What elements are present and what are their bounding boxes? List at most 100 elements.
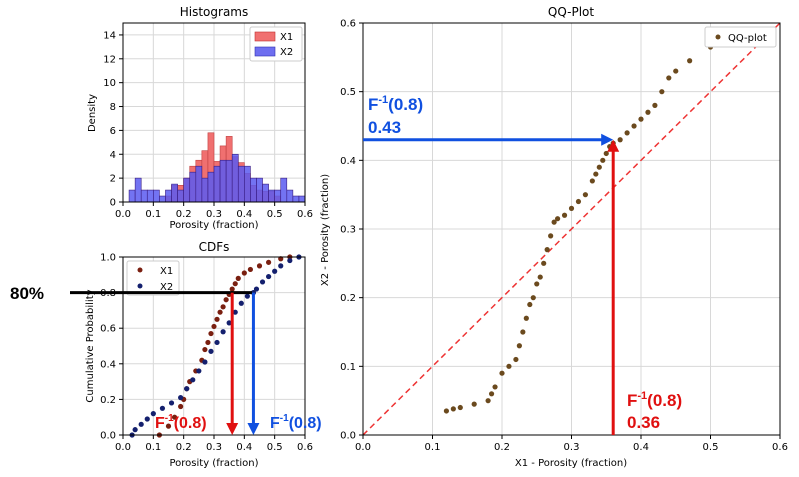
- qq-xtick-label-3: 0.3: [564, 442, 580, 453]
- cdf-ytick-label-5: 1.0: [100, 253, 116, 264]
- qq-point-41: [673, 68, 679, 74]
- qq-xtick-label-0: 0.0: [355, 442, 371, 453]
- hist-bar-x2-16: [225, 159, 233, 203]
- qq-point-17: [541, 260, 547, 266]
- qq-point-21: [555, 216, 561, 222]
- hist-bar-x2-1: [134, 177, 142, 203]
- qq-ytick-label-2: 0.2: [340, 293, 356, 304]
- hist-bar-x2-4: [153, 189, 160, 203]
- qq-legend-marker: [715, 34, 721, 40]
- qq-point-20: [551, 219, 557, 225]
- qq-xtick-label-6: 0.6: [772, 442, 788, 453]
- qq-point-13: [527, 301, 533, 308]
- hist-bar-x2-11: [195, 165, 203, 203]
- hist-legend-swatch-x1: [254, 31, 276, 42]
- qq-point-6: [492, 384, 498, 390]
- cdf-point-x1-1: [165, 423, 172, 429]
- cdf-xtick-label-0: 0.0: [115, 442, 131, 453]
- qq-xticks: 0.0 0.1 0.2 0.3 0.4 0.5 0.6: [355, 435, 788, 453]
- cdf-point-x2-13: [214, 339, 220, 346]
- hist-bar-x2-22: [262, 183, 269, 203]
- hist-bar-x2-14: [213, 165, 221, 203]
- hist-ytick-label-3: 6: [110, 126, 116, 137]
- hist-xtick-label-6: 0.6: [297, 209, 313, 220]
- cdf-point-x1-20: [235, 275, 241, 281]
- qq-point-2: [457, 404, 463, 411]
- cdf-legend-marker-x2: [137, 283, 143, 289]
- qq-ylabel: X2 - Porosity (fraction): [320, 174, 331, 286]
- qq-y-quantile-label: F-1(0.8): [368, 94, 423, 114]
- cdf-xticks: 0.0 0.1 0.2 0.3 0.4 0.5 0.6: [115, 435, 313, 453]
- hist-xtick-label-4: 0.4: [236, 209, 252, 220]
- cdf-x1-quantile-label: F-1(0.8): [155, 413, 207, 432]
- qq-point-11: [520, 329, 526, 335]
- hist-bar-x2-13: [207, 171, 215, 203]
- hist-ytick-label-5: 10: [103, 78, 116, 89]
- qq-point-36: [638, 116, 644, 122]
- cdf-point-x2-25: [287, 257, 293, 264]
- qq-point-24: [575, 198, 582, 205]
- qq-ytick-label-3: 0.3: [340, 225, 356, 236]
- cdf-point-x2-3: [144, 416, 150, 422]
- qq-point-29: [600, 157, 606, 163]
- qq-y-quantile-arrow: [363, 133, 614, 146]
- cdf-ytick-label-1: 0.2: [100, 395, 116, 406]
- hist-legend-x1: X1: [280, 32, 293, 43]
- hist-ytick-label-0: 0: [110, 198, 116, 209]
- hist-bar-x2-28: [298, 195, 306, 203]
- qq-legend-label: QQ-plot: [728, 33, 767, 44]
- cdf-ylabel: Cumulative Probability: [85, 289, 96, 402]
- qq-panel: QQ-Plot 0.0 0.1 0.2 0.3 0.4 0.5 0.6 0.00.10.20…: [320, 5, 788, 469]
- qq-point-26: [589, 178, 595, 184]
- hist-bar-x2-0: [128, 189, 136, 203]
- qq-point-34: [624, 130, 630, 136]
- cdf-point-x2-12: [208, 348, 214, 354]
- cdf-points: [129, 254, 302, 438]
- cdf-xtick-label-3: 0.3: [206, 442, 222, 453]
- cdf-point-x1-21: [241, 270, 247, 276]
- qq-point-16: [537, 274, 543, 280]
- qq-red-arrow-head: [607, 139, 620, 152]
- cdf-legend-x2: X2: [160, 282, 173, 293]
- qq-point-12: [523, 315, 529, 321]
- cdf-point-x1-23: [256, 263, 263, 269]
- cdf-x1-quantile-arrow: [226, 292, 239, 435]
- hist-bar-x2-8: [177, 189, 184, 203]
- cdf-legend-x1: X1: [160, 266, 173, 277]
- qq-point-3: [471, 401, 477, 407]
- hist-xtick-label-5: 0.5: [267, 209, 283, 220]
- cdf-legend: X1 X2: [126, 260, 180, 296]
- qq-point-10: [516, 343, 522, 349]
- qq-x-quantile-value: 0.36: [627, 413, 660, 432]
- cdf-x2-quantile-arrow: [247, 292, 260, 435]
- cdf-point-x1-10: [205, 339, 211, 346]
- qq-ytick-label-6: 0.6: [340, 19, 356, 30]
- qq-point-33: [617, 137, 623, 143]
- qq-xtick-label-1: 0.1: [425, 442, 441, 453]
- hist-bar-x2-9: [183, 177, 191, 203]
- cdf-ytick-label-2: 0.4: [100, 359, 116, 370]
- qq-blue-arrow-head: [601, 133, 614, 146]
- qq-point-9: [513, 356, 519, 363]
- qq-xtick-label-2: 0.2: [494, 442, 510, 453]
- cdf-point-x2-10: [196, 368, 202, 374]
- hist-xlabel: Porosity (fraction): [169, 220, 258, 231]
- qq-point-38: [652, 102, 658, 108]
- qq-point-5: [488, 391, 495, 397]
- qq-points: [443, 27, 728, 414]
- histogram-panel: Histograms 0.0 0.1 0.2 0.3 0.4 0.5 0.6 0 2 4 6 8 10…: [87, 5, 313, 231]
- cdf-point-x1-24: [266, 259, 272, 265]
- hist-bar-x2-19: [244, 165, 251, 203]
- hist-xtick-label-2: 0.2: [176, 209, 192, 220]
- hist-ytick-label-7: 14: [103, 30, 116, 41]
- qq-point-37: [645, 109, 651, 115]
- qq-xtick-label-4: 0.4: [633, 442, 649, 453]
- cdf-point-x2-8: [184, 386, 190, 392]
- qq-point-8: [506, 363, 512, 369]
- hist-bar-x2-15: [219, 159, 227, 203]
- cdf-xtick-label-2: 0.2: [176, 442, 192, 453]
- cdf-point-x2-15: [226, 320, 232, 326]
- qq-yticks: 0.0 0.1 0.2 0.3 0.4 0.5 0.6: [340, 19, 363, 442]
- cdf-point-x2-21: [259, 279, 266, 285]
- hist-xtick-label-0: 0.0: [115, 209, 131, 220]
